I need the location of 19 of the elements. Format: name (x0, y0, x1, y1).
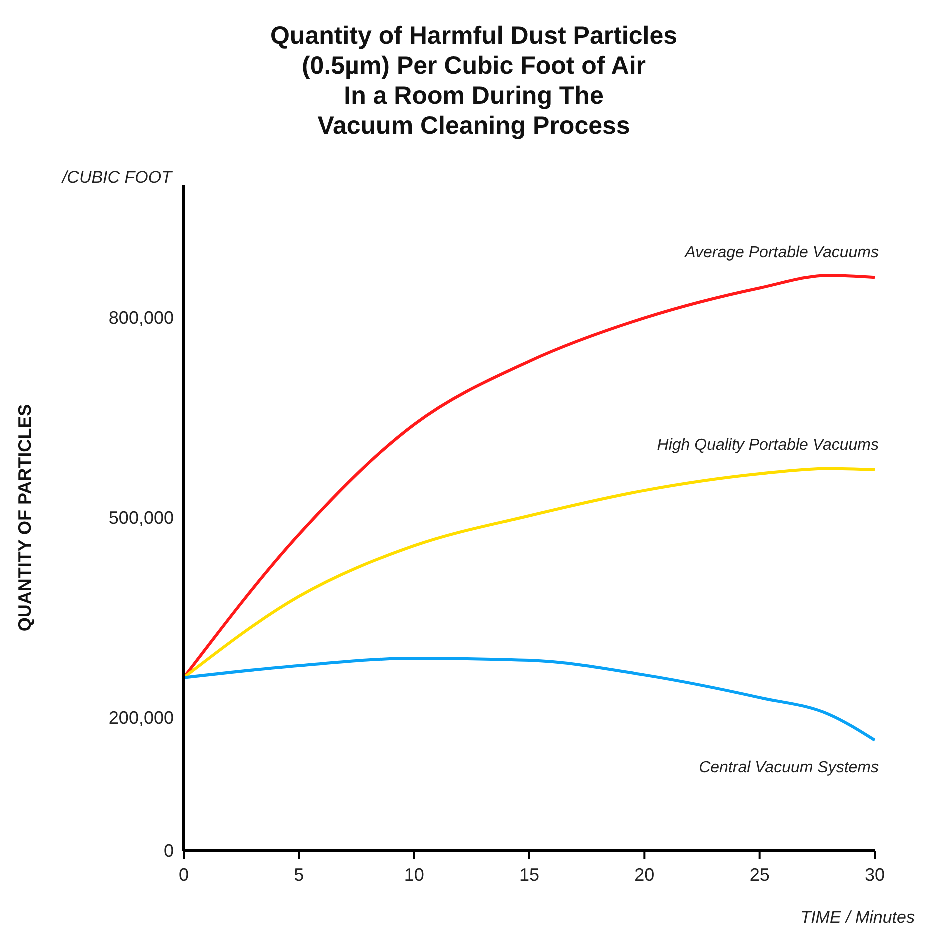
y-tick-label: 500,000 (108, 508, 174, 528)
x-tick-label: 15 (519, 865, 540, 885)
y-tick-label: 200,000 (108, 708, 174, 728)
x-tick-label: 25 (750, 865, 770, 885)
y-axis-title: QUANTITY OF PARTICLES (14, 404, 35, 632)
line-series (182, 657, 876, 742)
series-label: High Quality Portable Vacuums (657, 437, 879, 454)
x-axis-title: TIME / Minutes (800, 908, 916, 927)
x-tick-label: 0 (178, 865, 190, 885)
series-label: Central Vacuum Systems (699, 759, 879, 776)
series-label: Average Portable Vacuums (684, 244, 879, 262)
x-tick-label: 5 (294, 865, 304, 885)
y-tick-label: 800,000 (108, 308, 174, 328)
y-tick-label: 0 (164, 841, 174, 861)
x-tick-label: 30 (864, 865, 886, 885)
chart-title: Quantity of Harmful Dust Particles (0.5µm) Per Cubic Foot of Air In a Room During The Vacuum Cleaning Process (270, 22, 678, 140)
text: /CUBIC FOOT (61, 168, 174, 187)
x-tick-label: 10 (404, 865, 424, 885)
x-tick-label: 20 (634, 865, 655, 885)
